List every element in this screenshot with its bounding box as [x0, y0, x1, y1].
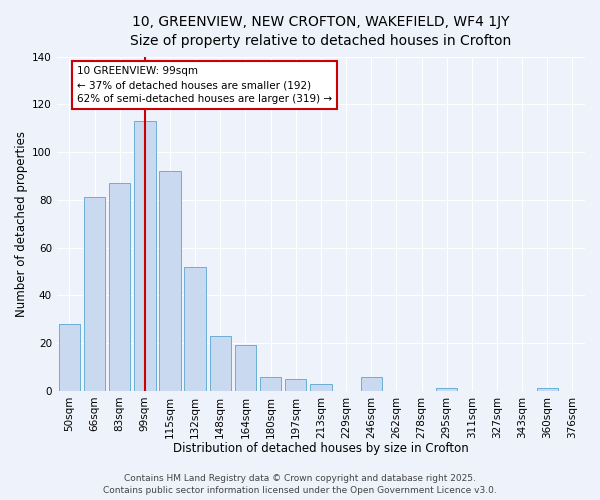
Text: 10 GREENVIEW: 99sqm
← 37% of detached houses are smaller (192)
62% of semi-detac: 10 GREENVIEW: 99sqm ← 37% of detached ho… — [77, 66, 332, 104]
Y-axis label: Number of detached properties: Number of detached properties — [15, 130, 28, 316]
X-axis label: Distribution of detached houses by size in Crofton: Distribution of detached houses by size … — [173, 442, 469, 455]
Text: Contains HM Land Registry data © Crown copyright and database right 2025.
Contai: Contains HM Land Registry data © Crown c… — [103, 474, 497, 495]
Bar — [59, 324, 80, 391]
Bar — [310, 384, 332, 391]
Bar — [209, 336, 231, 391]
Bar — [235, 346, 256, 391]
Title: 10, GREENVIEW, NEW CROFTON, WAKEFIELD, WF4 1JY
Size of property relative to deta: 10, GREENVIEW, NEW CROFTON, WAKEFIELD, W… — [130, 15, 512, 48]
Bar — [436, 388, 457, 391]
Bar — [109, 183, 130, 391]
Bar — [159, 171, 181, 391]
Bar — [260, 376, 281, 391]
Bar — [84, 198, 105, 391]
Bar — [285, 379, 307, 391]
Bar — [184, 266, 206, 391]
Bar — [536, 388, 558, 391]
Bar — [361, 376, 382, 391]
Bar — [134, 121, 155, 391]
